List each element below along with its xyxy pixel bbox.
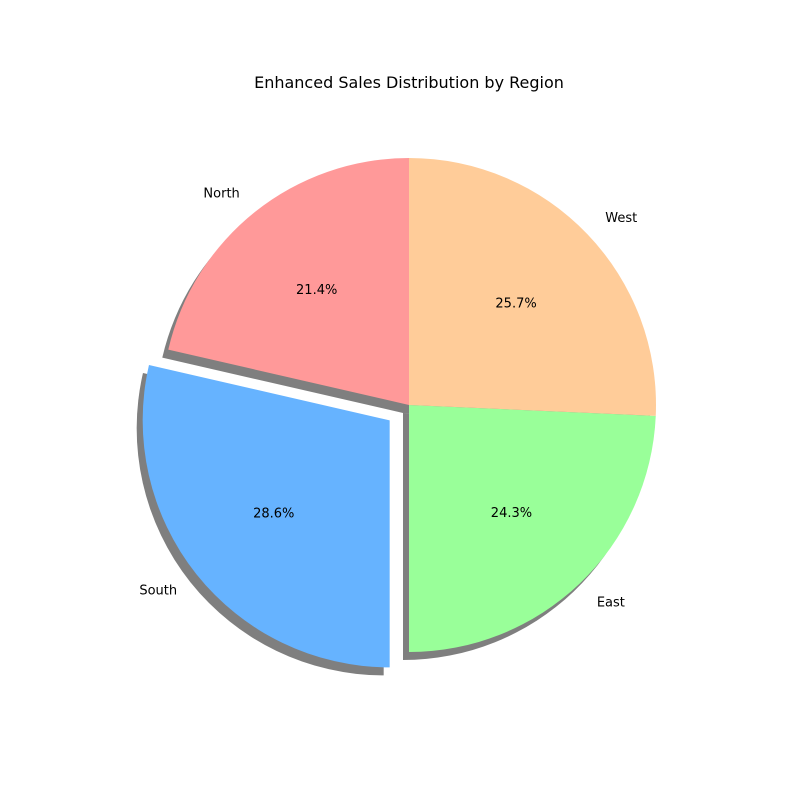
pct-label-east: 24.3% [491, 506, 532, 521]
slice-north [168, 158, 409, 405]
slice-label-north: North [203, 186, 239, 201]
pct-label-west: 25.7% [495, 297, 536, 312]
pct-label-north: 21.4% [296, 283, 337, 298]
slice-east [409, 405, 656, 652]
chart-title: Enhanced Sales Distribution by Region [254, 73, 564, 92]
slice-label-west: West [605, 211, 637, 226]
slice-label-east: East [597, 595, 625, 610]
slice-west [409, 158, 656, 416]
slice-south [142, 364, 390, 668]
slice-label-south: South [139, 584, 177, 599]
pct-label-south: 28.6% [253, 507, 294, 522]
slices [142, 158, 656, 668]
slice-labels: 21.4% North 28.6% South 24.3% East 25.7% West [139, 186, 637, 610]
